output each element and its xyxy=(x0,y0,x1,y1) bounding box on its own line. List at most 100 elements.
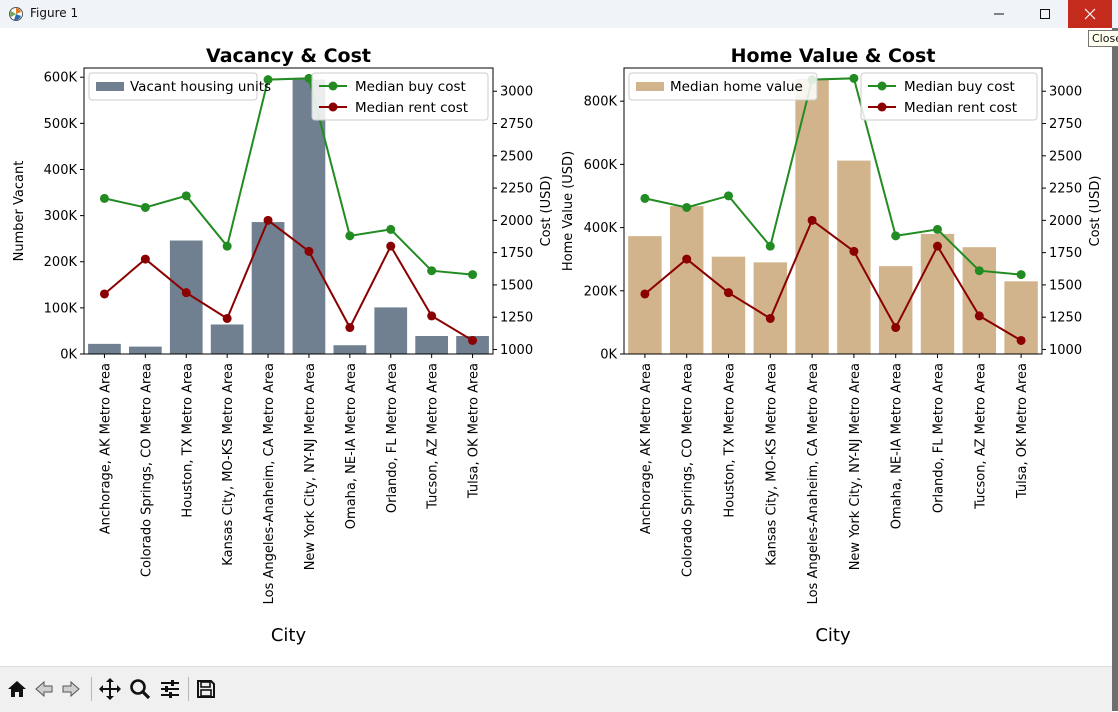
legend-line-label: Median buy cost xyxy=(904,79,1015,95)
y-tick-label: 0K xyxy=(600,348,617,363)
series-point xyxy=(345,231,355,241)
y2-tick-label: 1000 xyxy=(500,343,533,358)
y-tick-label: 200K xyxy=(584,284,618,299)
figure-svg: 0K 100K 200K 300K 400K 500K 600K 1000 1250 1500 17… xyxy=(12,45,1103,646)
bar xyxy=(128,346,162,354)
window-titlebar: Figure 1 xyxy=(0,0,1118,29)
x-tick-label: Houston, TX Metro Area xyxy=(180,363,195,518)
close-button[interactable] xyxy=(1068,0,1112,28)
legend-line-label: Median rent cost xyxy=(355,100,468,116)
legend-marker xyxy=(328,102,338,112)
y2-tick-label: 2000 xyxy=(500,214,533,229)
legend-marker xyxy=(877,81,887,91)
maximize-icon xyxy=(1040,9,1050,19)
y-tick-label: 600K xyxy=(44,71,78,86)
x-tick-label: Tucson, AZ Metro Area xyxy=(973,363,988,510)
series-point xyxy=(304,246,314,256)
toolbar-separator xyxy=(91,677,92,701)
series-point xyxy=(222,313,232,323)
series-point xyxy=(140,202,150,212)
save-button[interactable] xyxy=(193,675,219,703)
window-title: Figure 1 xyxy=(30,6,79,20)
series-point xyxy=(427,311,437,321)
series-point xyxy=(974,266,984,276)
x-tick-label: Colorado Springs, CO Metro Area xyxy=(681,363,696,577)
x-tick-label: Tulsa, OK Metro Area xyxy=(467,363,482,499)
series-point xyxy=(427,266,437,276)
y2-tick-label: 3000 xyxy=(500,85,533,100)
bar xyxy=(292,79,326,354)
y2-tick-label: 1000 xyxy=(1049,343,1082,358)
y2-axis-label: Cost (USD) xyxy=(1088,176,1103,247)
y2-tick-label: 2500 xyxy=(1049,149,1082,164)
series-point xyxy=(468,270,478,280)
series-point xyxy=(99,193,109,203)
legend-lines: Median buy cost Median rent cost xyxy=(860,72,1038,121)
bar xyxy=(837,160,871,354)
x-tick-label: Kansas City, MO-KS Metro Area xyxy=(221,363,236,566)
minimize-button[interactable] xyxy=(976,0,1022,28)
maximize-button[interactable] xyxy=(1022,0,1068,28)
plot-frame xyxy=(83,67,494,355)
series-point xyxy=(181,191,191,201)
series-point xyxy=(765,241,775,251)
y2-tick-label: 2250 xyxy=(1049,182,1082,197)
y2-tick-label: 1500 xyxy=(500,278,533,293)
y2-tick-label: 2750 xyxy=(1049,117,1082,132)
legend-marker xyxy=(328,81,338,91)
bar xyxy=(210,324,244,354)
series-point xyxy=(891,323,901,333)
close-tooltip: Close xyxy=(1088,30,1118,47)
series-point xyxy=(933,241,942,251)
y-tick-label: 800K xyxy=(584,95,618,110)
toolbar-separator xyxy=(188,677,189,701)
series-point xyxy=(682,202,692,212)
x-tick-label: New York City, NY-NJ Metro Area xyxy=(848,363,863,570)
chart-title: Vacancy & Cost xyxy=(206,45,371,67)
x-tick-label: Orlando, FL Metro Area xyxy=(932,363,947,513)
series-point xyxy=(263,75,273,85)
series-point xyxy=(263,215,273,225)
x-tick-label: Tulsa, OK Metro Area xyxy=(1015,363,1030,499)
home-icon xyxy=(8,681,26,697)
series-point xyxy=(386,241,396,251)
series-point xyxy=(849,73,859,83)
navigation-toolbar xyxy=(0,666,1112,712)
bar xyxy=(669,206,704,354)
series-line xyxy=(104,77,473,276)
series-point xyxy=(807,215,817,225)
series-point xyxy=(724,288,733,298)
x-tick-label: Houston, TX Metro Area xyxy=(723,363,738,518)
legend-line-label: Median buy cost xyxy=(355,79,466,95)
series-point xyxy=(1016,270,1026,280)
back-button[interactable] xyxy=(31,675,57,703)
series-point xyxy=(974,311,984,321)
figure-canvas[interactable]: 0K 100K 200K 300K 400K 500K 600K 1000 1250 1500 17… xyxy=(0,28,1112,666)
home-button[interactable] xyxy=(4,675,30,703)
chart-1: 0K 100K 200K 300K 400K 500K 600K 1000 1250 1500 17… xyxy=(12,45,554,646)
y-tick-label: 400K xyxy=(44,163,78,178)
series-point xyxy=(640,289,650,299)
pan-button[interactable] xyxy=(97,675,123,703)
series-point xyxy=(345,323,355,333)
legend-bar-label: Vacant housing units xyxy=(130,79,271,95)
y-axis-label: Home Value (USD) xyxy=(561,151,576,271)
y2-tick-label: 2750 xyxy=(500,117,533,132)
y2-tick-label: 2250 xyxy=(500,182,533,197)
zoom-button[interactable] xyxy=(127,675,153,703)
series-point xyxy=(386,224,396,234)
bar xyxy=(88,343,121,354)
x-tick-label: Anchorage, AK Metro Area xyxy=(639,363,654,534)
forward-button[interactable] xyxy=(58,675,84,703)
legend-bars: Vacant housing units xyxy=(88,72,271,101)
minimize-icon xyxy=(994,13,1004,15)
save-icon xyxy=(197,680,215,698)
configure-subplots-button[interactable] xyxy=(157,675,183,703)
legend-line-label: Median rent cost xyxy=(904,100,1017,116)
y-tick-label: 300K xyxy=(44,209,78,224)
bar xyxy=(251,222,285,354)
legend-box xyxy=(860,72,1038,121)
legend-bar-swatch xyxy=(96,82,124,91)
forward-arrow-icon xyxy=(62,680,80,698)
legend-bars: Median home value xyxy=(628,72,818,101)
